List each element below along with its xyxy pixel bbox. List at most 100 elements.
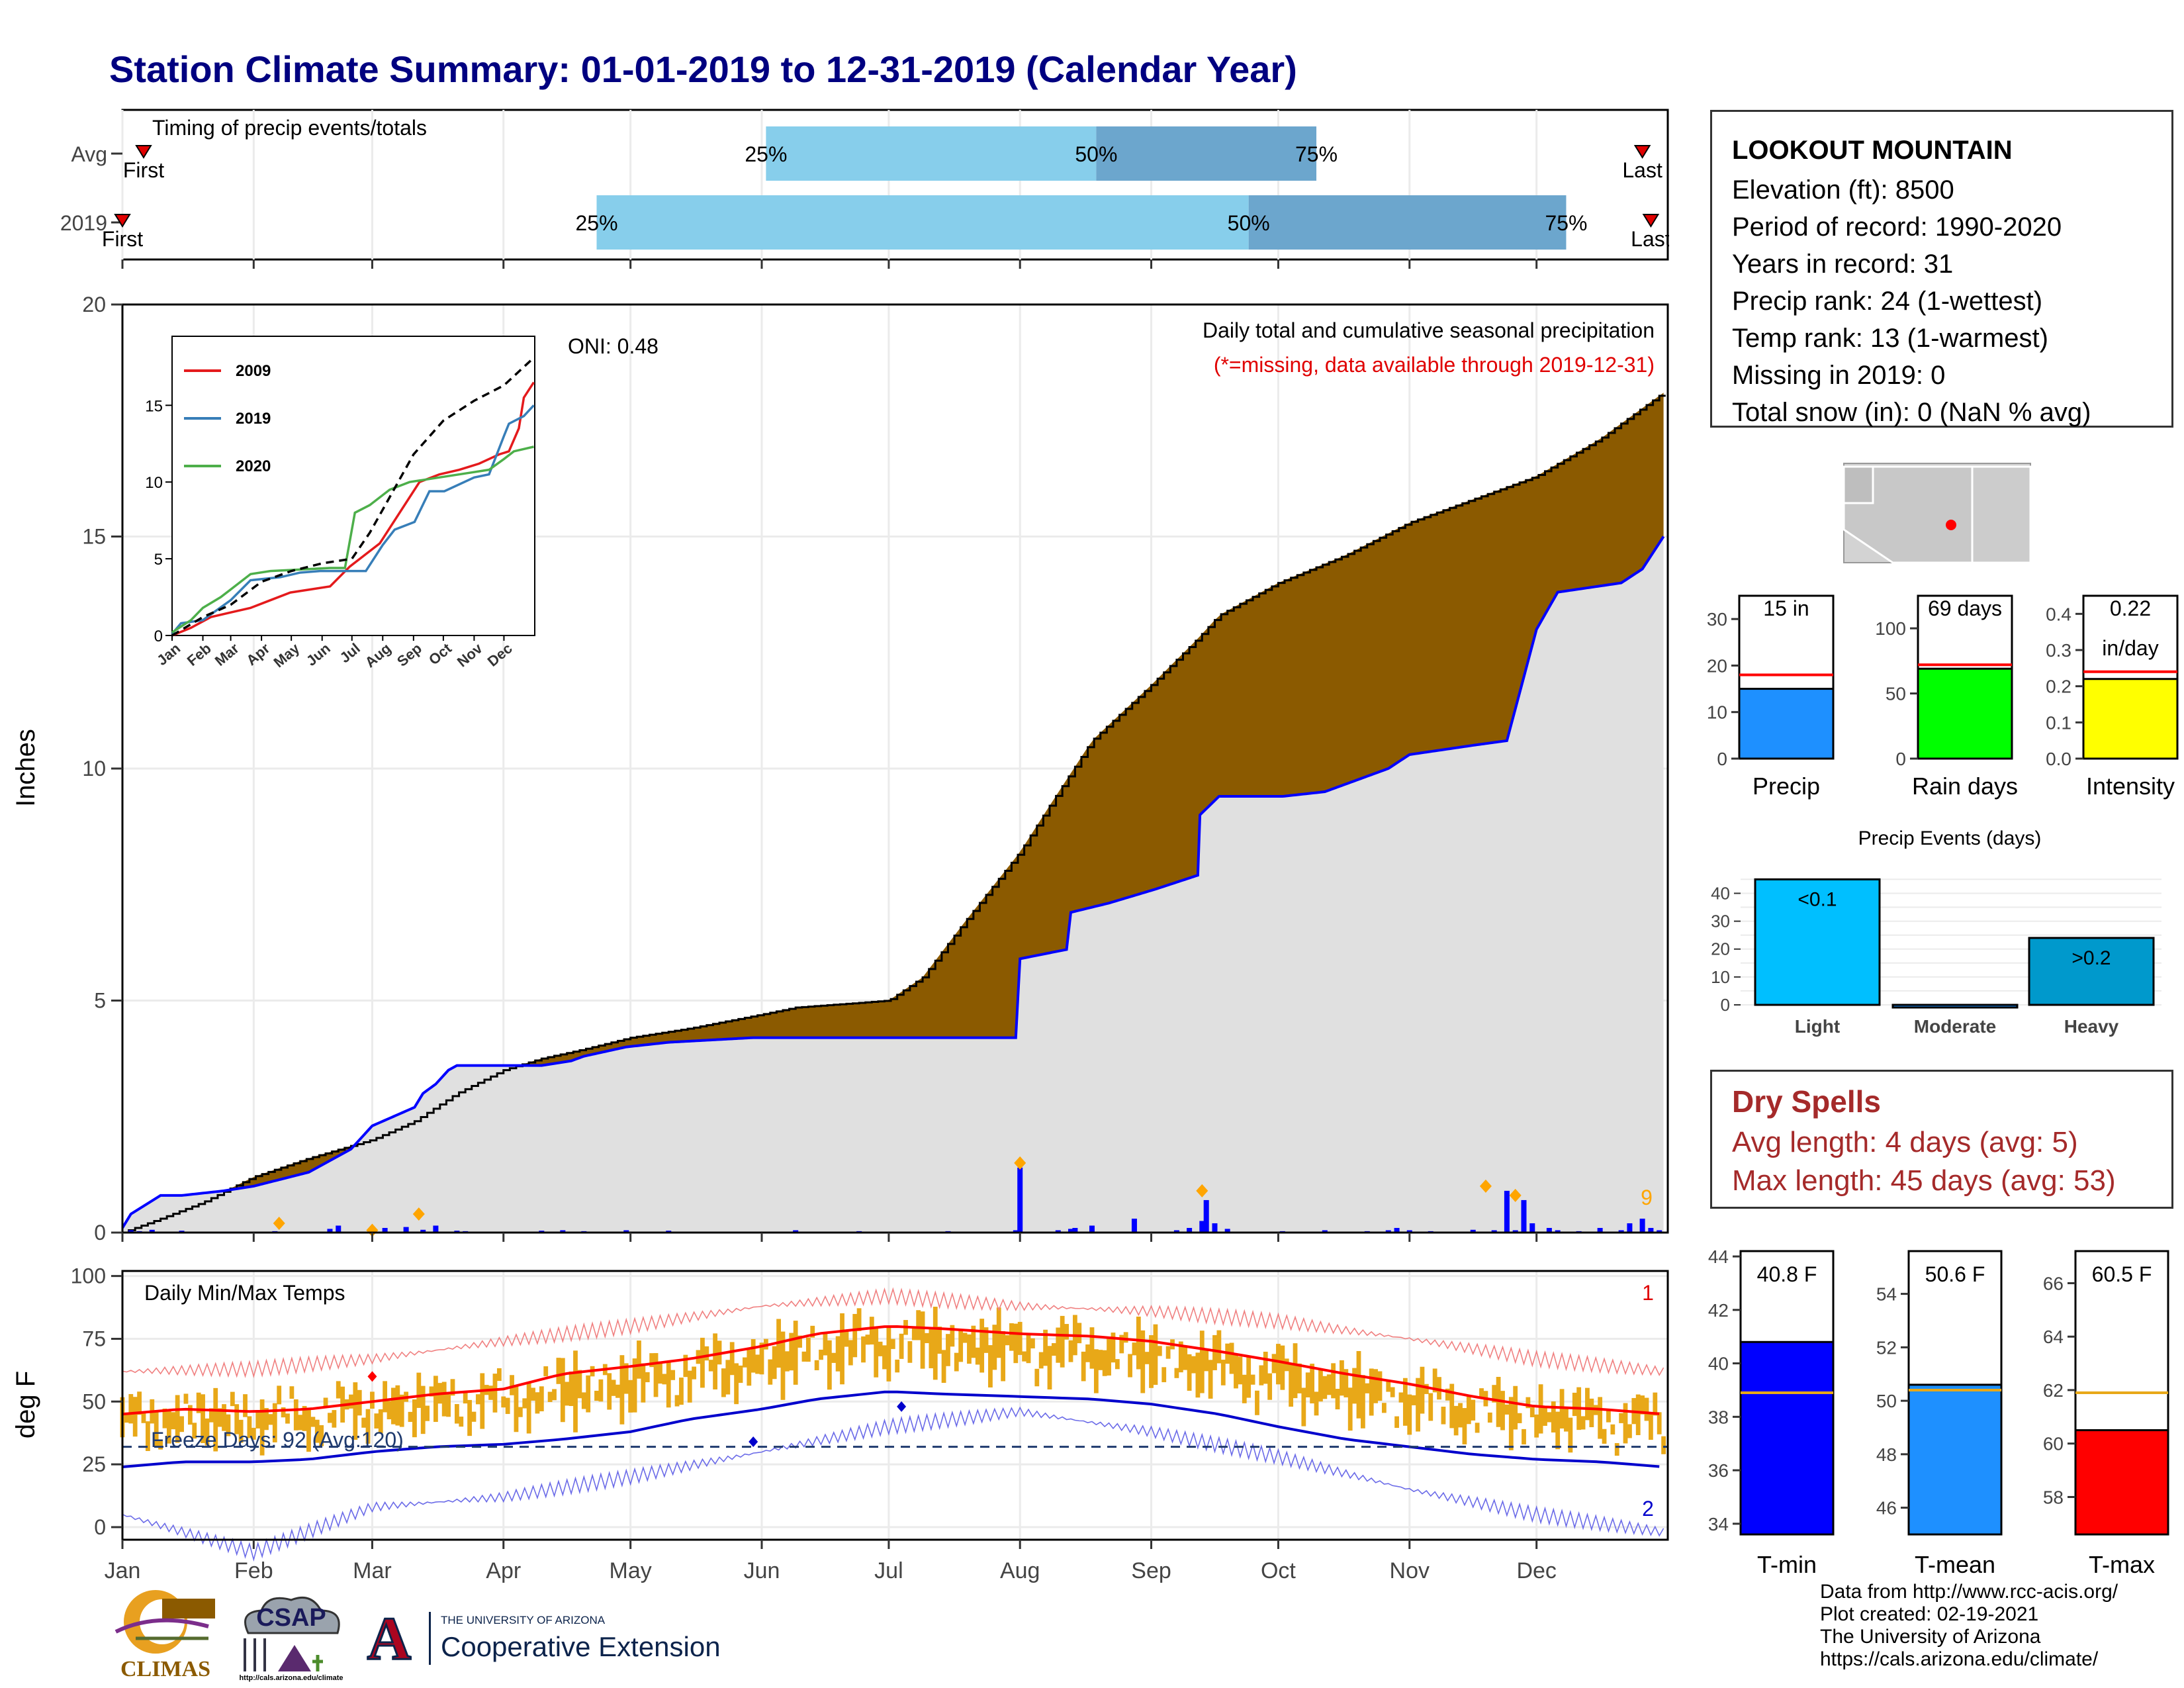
timing-label-50: 50%: [1075, 142, 1117, 166]
temp-daily-bar: [1522, 1429, 1526, 1445]
temp-daily-bar: [463, 1391, 468, 1404]
temp-daily-bar: [1356, 1350, 1361, 1419]
summary-bar-value-label: 69 days: [1928, 596, 2002, 620]
temp-daily-bar: [518, 1407, 523, 1417]
dry-spells-title: Dry Spells: [1732, 1084, 1881, 1119]
temp-daily-bar: [1322, 1376, 1328, 1399]
temp-daily-bar: [399, 1394, 404, 1427]
temp-daily-bar: [1653, 1392, 1658, 1416]
temp-daily-bar: [1475, 1423, 1480, 1433]
temp-daily-bar: [666, 1361, 671, 1408]
precip-ytick-label: 20: [82, 293, 106, 316]
temp-daily-bar: [687, 1370, 692, 1403]
temp-daily-bar: [1212, 1335, 1217, 1370]
precip-daily-bar: [1055, 1230, 1061, 1233]
temp-summary-bar-t-mean: [1907, 1383, 2003, 1536]
summary-bar-ytick-label: 0: [1717, 749, 1727, 769]
locator-map-state-ca: [1843, 465, 1874, 504]
credit-plot-date: Plot created: 02-19-2021: [1820, 1603, 2039, 1625]
temp-daily-bar: [1178, 1341, 1183, 1373]
timing-last-marker: [1642, 214, 1660, 228]
temp-daily-bar: [1381, 1403, 1387, 1413]
precip-daily-bar: [1618, 1230, 1624, 1233]
temp-daily-bar: [645, 1372, 650, 1383]
precip-ytick-label: 10: [82, 757, 106, 780]
temp-xtick-label: May: [610, 1558, 652, 1583]
timing-label-25: 25%: [575, 211, 617, 235]
temp-daily-bar: [208, 1408, 214, 1423]
temp-summary-ytick-label: 44: [1708, 1246, 1729, 1267]
temp-daily-bar: [1649, 1413, 1653, 1440]
precip-note-title: Daily total and cumulative seasonal prec…: [1203, 318, 1655, 342]
temp-daily-bar: [674, 1395, 680, 1407]
temp-daily-bar: [1005, 1335, 1010, 1346]
temp-daily-bar: [1026, 1334, 1031, 1364]
temp-daily-bar: [522, 1398, 527, 1409]
temp-daily-bar: [623, 1363, 629, 1394]
temp-summary-ytick-label: 60: [2043, 1434, 2064, 1454]
temp-daily-bar: [653, 1353, 659, 1397]
temp-daily-bar: [1001, 1331, 1006, 1382]
temp-daily-bar: [467, 1399, 472, 1436]
temp-daily-bar: [1199, 1331, 1205, 1393]
temp-daily-bar: [565, 1382, 570, 1406]
temp-daily-bar: [611, 1380, 616, 1396]
temp-daily-bar: [501, 1396, 506, 1408]
temp-daily-bar: [1093, 1349, 1099, 1393]
summary-bar-ytick-label: 100: [1875, 618, 1906, 639]
temp-daily-bar: [560, 1358, 565, 1423]
summary-bar-ytick-label: 0: [1895, 749, 1906, 769]
temp-daily-bar: [1390, 1387, 1395, 1397]
temp-daily-bar: [1661, 1436, 1666, 1454]
station-total-snow: Total snow (in): 0 (NaN % avg): [1732, 398, 2091, 427]
summary-bar-ytick-label: 30: [1707, 609, 1727, 630]
temp-daily-bar: [171, 1412, 176, 1430]
temp-daily-bar: [594, 1390, 599, 1401]
temp-daily-bar: [1305, 1372, 1310, 1397]
temp-daily-bar: [1623, 1403, 1628, 1444]
precip-daily-bar: [327, 1229, 333, 1233]
temp-daily-bar: [1314, 1391, 1319, 1416]
temp-daily-bar: [1598, 1397, 1603, 1439]
temp-daily-bar: [708, 1360, 713, 1372]
temp-daily-bar: [920, 1311, 925, 1369]
temp-daily-bar: [619, 1355, 625, 1425]
temp-daily-bar: [1437, 1377, 1441, 1400]
station-info-box: LOOKOUT MOUNTAIN Elevation (ft): 8500 Pe…: [1710, 110, 2173, 428]
temp-daily-bar: [387, 1401, 392, 1420]
temp-daily-bar: [954, 1352, 959, 1372]
temp-daily-bar: [1517, 1413, 1522, 1423]
temp-xtick-label: Sep: [1131, 1558, 1171, 1583]
timing-panel-title: Timing of precip events/totals: [152, 116, 427, 140]
temp-daily-bar: [475, 1394, 480, 1405]
temp-daily-bar: [183, 1393, 189, 1404]
summary-bar-value-label: 15 in: [1763, 596, 1809, 620]
temp-summary-ytick-label: 64: [2043, 1327, 2064, 1347]
precip-ytick-label: 15: [82, 525, 106, 549]
temp-daily-bar: [1068, 1340, 1073, 1362]
temp-daily-bar: [759, 1342, 764, 1375]
temp-daily-bar: [581, 1392, 586, 1409]
temp-daily-bar: [878, 1341, 883, 1356]
temp-daily-bar: [1051, 1343, 1056, 1356]
dry-spells-avg: Avg length: 4 days (avg: 5): [1732, 1126, 2078, 1158]
temp-daily-bar: [988, 1345, 993, 1387]
temp-daily-bar: [747, 1350, 752, 1386]
temp-xtick-label: Jan: [105, 1558, 141, 1583]
precip-daily-bar: [1068, 1229, 1073, 1233]
dry-spells-max: Max length: 45 days (avg: 53): [1732, 1164, 2116, 1197]
temp-daily-bar: [1420, 1366, 1425, 1414]
precip-oni-label: ONI: 0.48: [568, 334, 659, 358]
temp-daily-bar: [1471, 1399, 1476, 1421]
summary-bar-ytick-label: 0.4: [2046, 604, 2071, 624]
precip-daily-bar: [1173, 1230, 1179, 1233]
temp-daily-bar: [983, 1327, 989, 1353]
temp-daily-bar: [332, 1410, 337, 1428]
temp-daily-bar: [679, 1378, 684, 1405]
events-bar-value-label: <0.1: [1797, 888, 1837, 910]
temp-daily-bar: [277, 1385, 282, 1405]
inset-frame: [171, 336, 535, 636]
temp-daily-bar: [1568, 1417, 1573, 1453]
temp-daily-bar: [874, 1328, 879, 1378]
locator-map-station-dot: [1946, 520, 1956, 530]
